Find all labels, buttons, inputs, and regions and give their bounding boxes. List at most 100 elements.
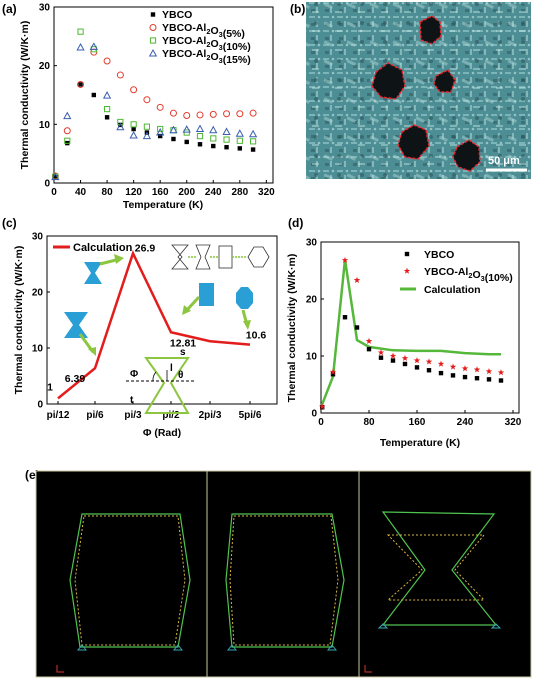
data-label: 26.9 (135, 242, 156, 254)
data-point (149, 24, 157, 31)
data-point (182, 125, 191, 133)
data-point (148, 48, 158, 57)
bowtie-cell-icon (84, 262, 102, 284)
data-point (53, 174, 58, 180)
data-point (236, 110, 244, 118)
data-point (318, 403, 326, 410)
x-tick-label: pi/3 (124, 410, 142, 421)
pore-mark (419, 15, 442, 45)
hexagon-cell-icon (236, 287, 253, 309)
y-tick-label: 10 (39, 120, 51, 131)
data-point (211, 143, 216, 149)
data-point (196, 132, 204, 140)
data-point (103, 105, 111, 113)
legend-label: YBCO (424, 249, 454, 261)
data-point (130, 121, 137, 128)
data-point (425, 358, 433, 365)
x-tick-label: pi/12 (47, 410, 70, 421)
x-tick-label: 160 (409, 417, 426, 428)
x-tick-label: 240 (457, 417, 474, 428)
y-tick-label: 0 (311, 409, 317, 420)
data-point (131, 126, 136, 132)
data-point (169, 125, 178, 134)
data-point (171, 136, 176, 142)
data-point (377, 349, 385, 356)
data-point (142, 131, 152, 140)
data-point (222, 127, 231, 135)
inset-label-s: s (180, 347, 186, 358)
y-tick-label: 30 (39, 3, 51, 14)
x-tick-label: 160 (152, 187, 169, 198)
data-point (250, 147, 256, 152)
x-tick-label: 200 (178, 187, 195, 198)
legend-label: YBCO-Al2O3(15%) (162, 48, 251, 66)
deformed-frame-1 (56, 513, 191, 673)
plot-frame (320, 241, 520, 414)
data-point (197, 142, 203, 147)
legend-label: YBCO-Al2O3(10%) (162, 35, 251, 53)
unit-cell-outline (144, 357, 190, 414)
rectangle-cell-icon (199, 283, 214, 306)
data-point (143, 96, 151, 104)
legend-label: Calculation (424, 284, 481, 296)
pore-mark (452, 139, 481, 172)
x-tick-label: 5pi/6 (239, 410, 262, 421)
data-point (196, 111, 204, 119)
x-axis-label: Temperature (K) (380, 437, 460, 449)
sem-micrograph: 50 μm (306, 2, 531, 179)
scale-bar-label: 50 μm (488, 155, 520, 167)
panel-label-c: (c) (2, 216, 17, 230)
data-point (401, 354, 409, 362)
legend-label: YBCO (162, 9, 192, 21)
data-point (156, 128, 165, 136)
data-point (404, 251, 410, 257)
data-point (130, 86, 138, 94)
data-point (116, 71, 124, 79)
x-tick-label: 0 (318, 417, 324, 428)
panel-d-chart: 0 80 160 240 320 0 10 20 30 Temperature (K) Ther… (286, 238, 522, 450)
y-tick-label: 0 (37, 400, 43, 411)
data-point (104, 115, 110, 120)
data-point (183, 112, 191, 120)
topology-sequence-icon (171, 244, 270, 270)
data-point (450, 373, 456, 378)
data-point (461, 365, 469, 372)
data-point (330, 372, 336, 377)
data-point (63, 127, 71, 135)
panel-label-a: (a) (2, 2, 17, 16)
data-point (236, 137, 243, 144)
data-point (249, 109, 257, 117)
data-point (366, 346, 372, 352)
data-point (224, 145, 229, 150)
series-line-calculation (57, 250, 251, 400)
data-point (473, 366, 481, 373)
simulation-background (35, 470, 532, 678)
data-point (223, 136, 230, 143)
panel-label-b: (b) (290, 2, 306, 16)
y-axis-label: Thermal conductivity (W/K·m) (13, 246, 25, 395)
data-point (102, 91, 112, 99)
y-axis-label: Thermal conductivity (W/K·m) (19, 21, 31, 170)
panel-label-d: (d) (288, 216, 304, 230)
y-tick-label: 10 (306, 352, 318, 363)
data-point (78, 82, 83, 87)
data-point (378, 355, 384, 360)
data-point (413, 357, 421, 364)
x-tick-label: 2pi/3 (199, 410, 222, 421)
data-point (342, 315, 348, 320)
data-point (437, 360, 445, 367)
x-tick-label: 80 (102, 187, 114, 198)
data-point (156, 103, 164, 111)
data-point (485, 367, 493, 375)
y-tick-label: 20 (39, 61, 51, 72)
inset-label-theta: θ (178, 370, 183, 381)
data-point (77, 28, 84, 35)
data-point (497, 369, 505, 376)
data-point (169, 109, 177, 117)
series-line-calculation (319, 259, 501, 408)
data-point (149, 37, 157, 44)
data-label: 1 (47, 381, 53, 393)
data-point (414, 365, 420, 370)
inset-label-l: l (170, 363, 173, 374)
y-tick-label: 0 (44, 179, 50, 190)
